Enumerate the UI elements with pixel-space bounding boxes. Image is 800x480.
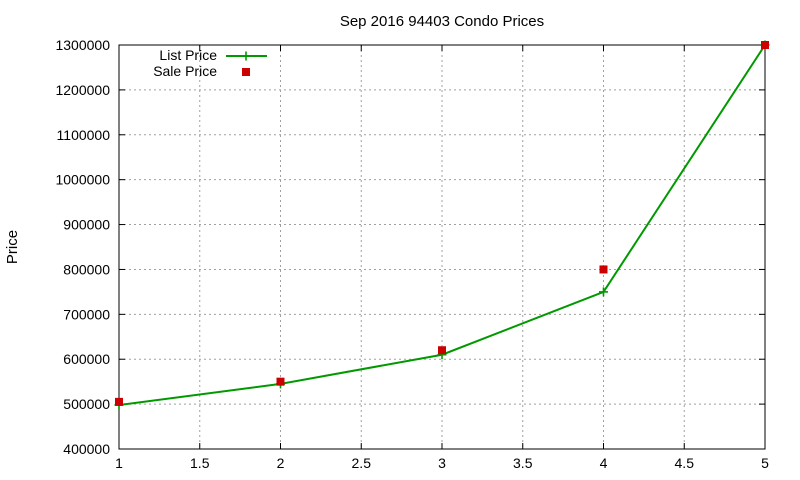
chart-title: Sep 2016 94403 Condo Prices [340, 13, 544, 30]
data-point-sale-price [115, 397, 123, 406]
data-point-sale-price [599, 265, 608, 274]
y-tick-label: 1000000 [55, 172, 110, 188]
legend-marker-list-price [241, 51, 251, 61]
legend: List Price Sale Price [153, 47, 267, 79]
x-tick-label: 1.5 [190, 455, 210, 471]
legend-label-sale-price: Sale Price [153, 63, 217, 79]
y-tick-label: 500000 [63, 396, 110, 412]
x-tick-label: 3 [438, 455, 446, 471]
x-tick-label: 5 [761, 455, 769, 471]
x-tick-label: 4.5 [675, 455, 695, 471]
legend-label-list-price: List Price [159, 47, 217, 63]
data-point-sale-price [761, 41, 769, 49]
x-tick-label: 1 [115, 455, 123, 471]
grid [119, 45, 765, 449]
y-tick-label: 800000 [63, 261, 110, 277]
x-tick-label: 2 [277, 455, 285, 471]
data-point-list-price [599, 287, 608, 297]
legend-marker-sale-price [242, 68, 250, 76]
y-tick-label: 700000 [63, 306, 110, 322]
data-point-sale-price [438, 346, 446, 355]
series-sale-price [115, 41, 769, 406]
x-tick-label: 3.5 [513, 455, 533, 471]
axis-ticks: 400000 500000 600000 700000 800000 900000 1000… [55, 37, 769, 471]
series-layer [114, 40, 770, 410]
data-point-sale-price [276, 377, 285, 386]
y-tick-label: 1200000 [55, 82, 110, 98]
x-tick-label: 2.5 [352, 455, 372, 471]
y-tick-label: 1100000 [57, 127, 111, 143]
y-tick-label: 1300000 [55, 37, 110, 53]
y-tick-label: 900000 [63, 217, 110, 233]
y-tick-label: 400000 [63, 441, 110, 457]
y-tick-label: 600000 [63, 351, 110, 367]
x-tick-label: 4 [600, 455, 608, 471]
y-axis-label: Price [4, 230, 21, 264]
